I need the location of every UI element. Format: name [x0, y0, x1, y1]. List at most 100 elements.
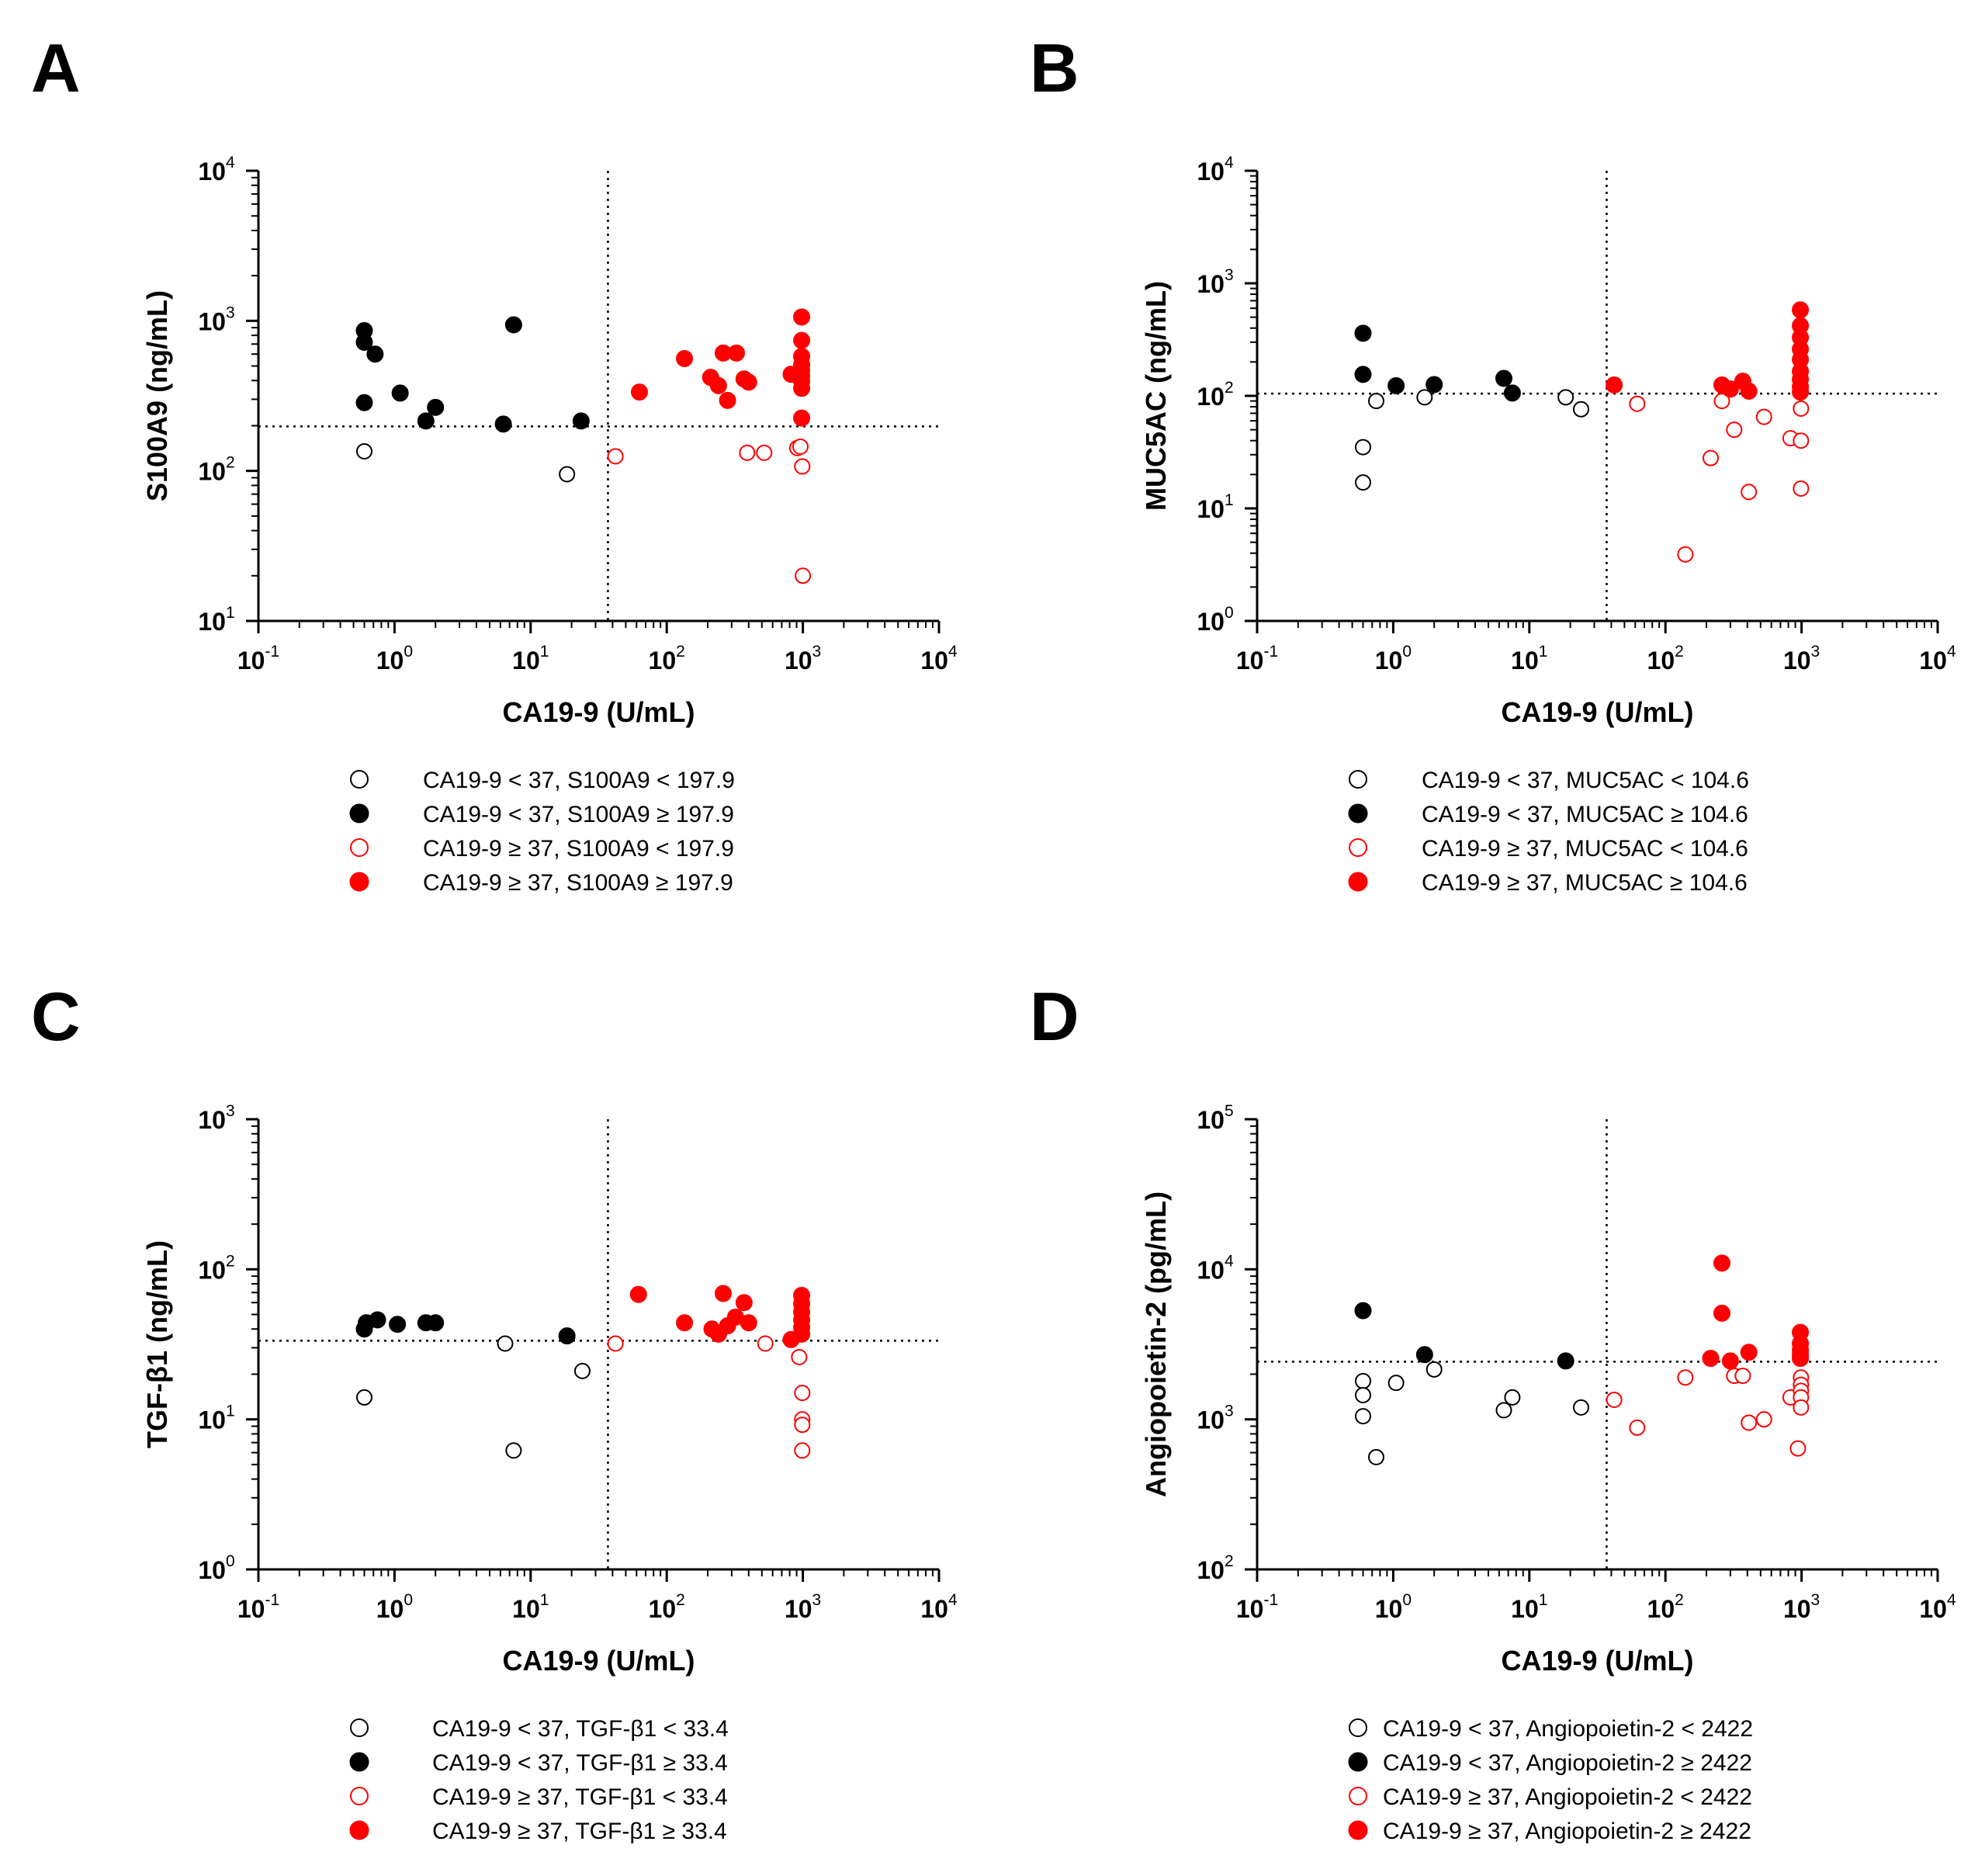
y-tick-exponent: 3 — [1225, 266, 1234, 284]
data-point — [355, 333, 373, 351]
legend-marker — [1349, 838, 1367, 857]
legend-label: CA19-9 ≥ 37, S100A9 ≥ 197.9 — [423, 870, 733, 896]
y-tick-label: 102 — [1197, 379, 1233, 411]
data-point — [794, 1385, 811, 1402]
x-tick-exponent: 2 — [1675, 1591, 1684, 1609]
y-tick-label: 102 — [1197, 1552, 1233, 1584]
data-point — [366, 345, 384, 363]
data-point — [391, 384, 409, 402]
data-point — [504, 316, 522, 334]
legend-marker — [350, 838, 369, 857]
x-tick-label: 101 — [512, 1591, 549, 1623]
data-point — [1354, 324, 1372, 342]
data-point — [1741, 1414, 1758, 1431]
data-point — [1354, 1408, 1371, 1425]
data-point — [505, 1442, 522, 1459]
x-tick-label: 104 — [1919, 643, 1956, 674]
y-tick-label: 103 — [198, 1102, 234, 1134]
y-tick-base: 10 — [198, 458, 226, 486]
data-point — [1721, 1352, 1739, 1370]
data-point — [631, 383, 649, 401]
panel-letter: D — [1030, 978, 1079, 1055]
y-tick-label: 104 — [198, 154, 235, 186]
y-tick-base: 10 — [198, 307, 226, 335]
y-tick-label: 102 — [198, 454, 234, 486]
data-point — [794, 1417, 811, 1434]
legend-marker — [349, 1820, 369, 1840]
legend-marker — [1349, 1718, 1367, 1737]
data-point — [709, 376, 727, 394]
y-tick-label: 101 — [198, 604, 234, 636]
y-tick-exponent: 3 — [226, 303, 235, 321]
panel-letter: C — [31, 978, 81, 1055]
data-point — [1606, 1391, 1623, 1408]
x-tick-label: 102 — [649, 1591, 685, 1623]
y-tick-label: 105 — [1197, 1102, 1233, 1134]
data-point — [727, 344, 745, 362]
legend-label: CA19-9 < 37, MUC5AC ≥ 104.6 — [1422, 802, 1748, 827]
x-tick-label: 100 — [1375, 643, 1412, 674]
x-tick-exponent: 2 — [1675, 643, 1684, 661]
x-tick-base: 10 — [1511, 1595, 1539, 1623]
y-axis-label: Angiopoietin-2 (pg/mL) — [1140, 1191, 1172, 1497]
x-tick-exponent: 2 — [676, 643, 685, 661]
data-point — [494, 415, 512, 433]
x-tick-base: 10 — [1236, 1595, 1264, 1623]
legend-label: CA19-9 ≥ 37, TGF-β1 ≥ 33.4 — [432, 1819, 727, 1844]
legend-marker — [349, 872, 369, 892]
legend-marker — [1349, 1787, 1367, 1805]
legend-marker — [1348, 803, 1368, 824]
data-point — [1572, 1399, 1589, 1416]
data-point — [355, 442, 372, 459]
data-point — [735, 1294, 753, 1312]
data-point — [1367, 393, 1384, 410]
y-tick-exponent: 2 — [1225, 379, 1234, 397]
x-tick-base: 10 — [1783, 647, 1811, 674]
x-tick-base: 10 — [1919, 647, 1947, 674]
x-tick-base: 10 — [649, 1595, 677, 1623]
legend-label: CA19-9 < 37, S100A9 ≥ 197.9 — [423, 802, 734, 827]
x-tick-exponent: 1 — [540, 643, 549, 661]
data-point — [1793, 480, 1810, 497]
x-tick-label: 103 — [785, 643, 821, 674]
data-point — [1734, 1368, 1751, 1385]
y-tick-label: 101 — [198, 1403, 234, 1434]
y-tick-base: 10 — [1197, 495, 1225, 523]
y-tick-exponent: 0 — [1225, 604, 1234, 622]
data-point — [1426, 376, 1443, 394]
x-tick-label: 100 — [376, 643, 413, 674]
data-point — [793, 380, 811, 397]
y-tick-label: 102 — [198, 1252, 234, 1284]
panel-letter: B — [1030, 29, 1079, 106]
legend-label: CA19-9 ≥ 37, Angiopoietin-2 ≥ 2422 — [1383, 1819, 1751, 1844]
data-point — [573, 1362, 591, 1379]
legend-label: CA19-9 < 37, MUC5AC < 104.6 — [1422, 768, 1749, 793]
data-point — [1793, 400, 1810, 417]
data-point — [794, 458, 811, 475]
data-point — [607, 448, 624, 465]
y-tick-base: 10 — [1197, 1556, 1225, 1584]
x-tick-base: 10 — [649, 647, 677, 674]
y-tick-base: 10 — [1197, 1406, 1225, 1434]
data-point — [607, 1335, 624, 1352]
legend-label: CA19-9 < 37, S100A9 < 197.9 — [423, 768, 735, 793]
data-point — [1726, 421, 1743, 439]
x-tick-label: 104 — [920, 643, 958, 674]
x-tick-exponent: -1 — [1263, 1591, 1278, 1609]
data-point — [1740, 1344, 1758, 1361]
data-point — [1416, 389, 1433, 406]
x-tick-base: 10 — [512, 1595, 540, 1623]
x-axis-label: CA19-9 (U/mL) — [502, 696, 695, 728]
data-point — [1354, 366, 1372, 383]
y-tick-label: 103 — [1197, 1403, 1233, 1434]
x-tick-exponent: 4 — [948, 643, 958, 661]
x-tick-label: 103 — [1783, 1591, 1820, 1623]
data-point — [1755, 408, 1772, 425]
y-tick-base: 10 — [1197, 158, 1225, 186]
x-tick-label: 103 — [785, 1591, 821, 1623]
x-tick-base: 10 — [1647, 647, 1675, 674]
x-tick-base: 10 — [376, 647, 404, 674]
